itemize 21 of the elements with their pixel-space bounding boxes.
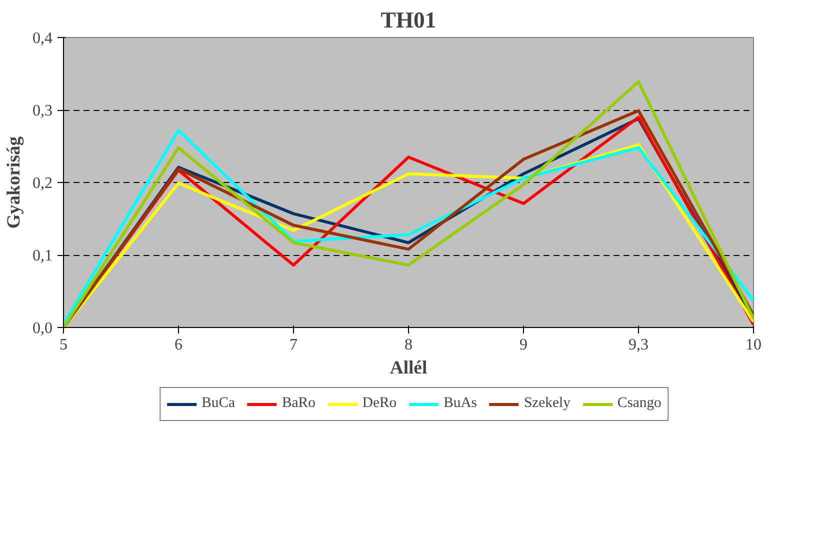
- chart-title: TH01: [380, 8, 436, 32]
- legend-label: BuCa: [202, 395, 236, 412]
- legend-label: BuAs: [444, 395, 478, 412]
- y-tick-label: 0,4: [32, 30, 52, 47]
- y-tick-label: 0,0: [32, 320, 52, 337]
- legend-label: DeRo: [362, 395, 397, 412]
- legend-label: Szekely: [524, 395, 570, 412]
- y-tick-label: 0,1: [32, 248, 52, 264]
- legend-label: BaRo: [282, 395, 316, 412]
- x-tick-label: 9: [520, 336, 528, 354]
- x-tick-label: 10: [746, 336, 762, 354]
- y-axis-title: Gyakoriság: [4, 136, 24, 229]
- x-tick-label: 7: [290, 336, 298, 354]
- x-tick-label: 5: [60, 336, 68, 354]
- x-axis-title: Allél: [390, 358, 428, 378]
- x-tick-label: 8: [404, 336, 412, 354]
- y-tick-label: 0,2: [32, 175, 52, 192]
- y-tick-label: 0,3: [32, 102, 52, 120]
- legend-label: Csango: [617, 395, 662, 412]
- x-tick-label: 6: [174, 336, 182, 354]
- x-tick-label: 9,3: [628, 336, 648, 354]
